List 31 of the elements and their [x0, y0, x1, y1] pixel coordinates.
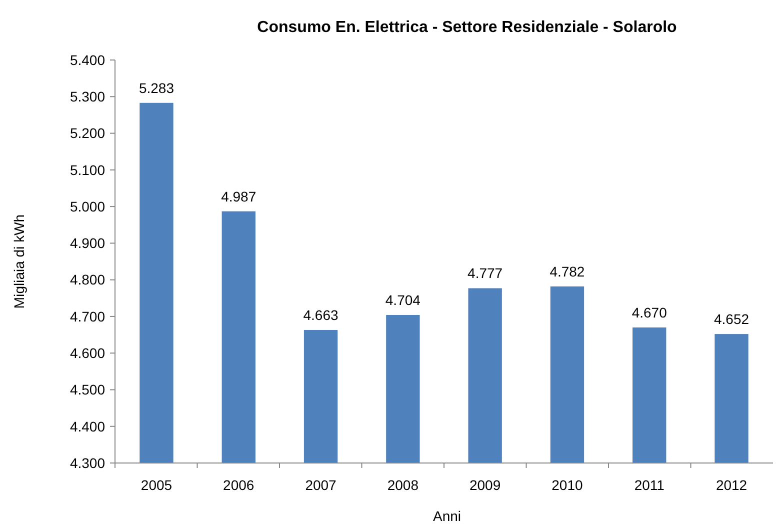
x-tick-label: 2007 [305, 477, 337, 493]
data-label: 4.704 [385, 292, 421, 308]
data-label: 4.782 [550, 263, 585, 280]
y-tick-label: 4.700 [70, 308, 106, 324]
data-label: 5.283 [138, 80, 174, 96]
x-tick-label: 2011 [634, 477, 665, 493]
chart-title: Consumo En. Elettrica - Settore Residenziale - Solarolo [257, 19, 678, 36]
x-axis-title: Anni [432, 508, 462, 524]
y-tick-label: 5.100 [70, 162, 106, 178]
x-tick-label: 2006 [223, 477, 254, 493]
data-label: 4.777 [468, 265, 503, 282]
y-tick-label: 5.300 [70, 88, 106, 105]
y-axis-title: Migliaia di kWh [11, 214, 27, 309]
x-tick-label: 2008 [387, 477, 419, 493]
y-tick-label: 4.300 [70, 454, 106, 471]
data-label: 4.652 [714, 311, 750, 328]
y-tick-label: 4.800 [70, 272, 106, 288]
y-tick-label: 5.200 [70, 125, 106, 142]
y-tick-label: 5.400 [70, 52, 106, 68]
x-tick-label: 2012 [716, 477, 748, 493]
data-label: 4.670 [632, 304, 668, 320]
y-tick-label: 4.500 [70, 382, 106, 398]
data-label: 4.663 [303, 307, 339, 324]
data-label: 4.987 [221, 188, 256, 204]
x-tick-label: 2010 [552, 477, 583, 493]
y-tick-label: 4.900 [70, 235, 106, 252]
y-tick-label: 4.400 [70, 418, 106, 434]
x-tick-label: 2005 [140, 477, 172, 493]
x-tick-label: 2009 [469, 477, 501, 493]
y-tick-label: 5.000 [70, 198, 106, 214]
y-tick-label: 4.600 [70, 344, 106, 361]
